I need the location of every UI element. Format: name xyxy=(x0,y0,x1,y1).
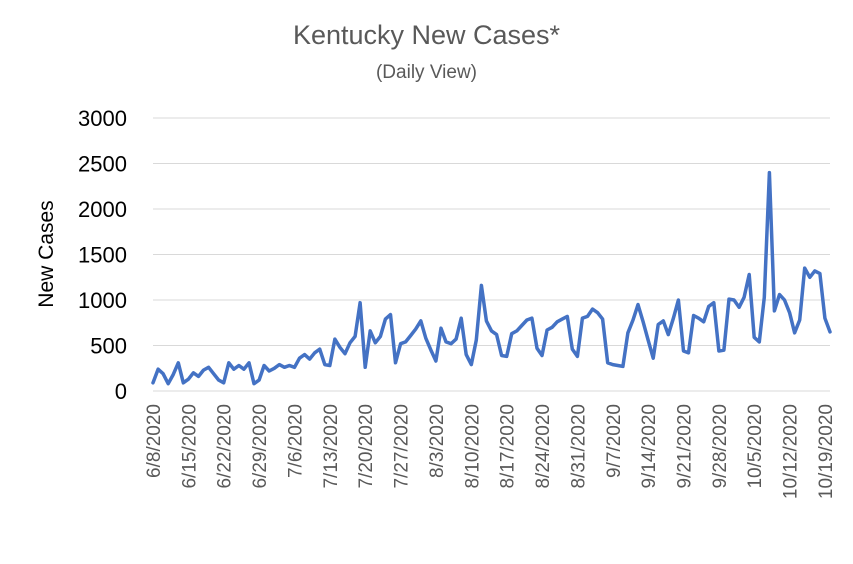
x-tick-label: 9/28/2020 xyxy=(710,404,731,489)
x-tick-label: 6/15/2020 xyxy=(179,404,200,489)
x-tick-label: 8/31/2020 xyxy=(568,404,589,489)
y-tick-label: 1000 xyxy=(78,288,127,313)
series-layer xyxy=(151,170,832,386)
y-tick-label: 1500 xyxy=(78,243,127,268)
x-tick-label: 8/17/2020 xyxy=(498,404,519,489)
x-axis-ticks: 6/8/2020 6/15/2020 6/22/2020 6/29/2020 7/6/2… xyxy=(144,404,837,499)
x-tick-label: 6/29/2020 xyxy=(250,404,271,489)
y-axis-ticks: 0 500 1000 1500 2000 2500 3000 xyxy=(78,106,127,404)
y-axis-title: New Cases xyxy=(35,200,58,307)
chart-subtitle: (Daily View) xyxy=(375,62,477,83)
x-tick-label: 9/7/2020 xyxy=(604,404,625,478)
y-tick-label: 2500 xyxy=(78,152,127,177)
x-tick-label: 10/19/2020 xyxy=(816,404,837,499)
y-tick-label: 0 xyxy=(115,379,127,404)
chart-title: Kentucky New Cases* xyxy=(292,20,561,50)
series-line xyxy=(151,170,832,386)
y-tick-label: 500 xyxy=(90,334,127,359)
x-tick-label: 10/12/2020 xyxy=(781,404,802,499)
x-tick-label: 10/5/2020 xyxy=(745,404,766,489)
x-tick-label: 6/22/2020 xyxy=(215,404,236,489)
x-tick-label: 9/21/2020 xyxy=(675,404,696,489)
x-tick-label: 7/27/2020 xyxy=(392,404,413,489)
x-tick-label: 6/8/2020 xyxy=(144,404,165,478)
x-tick-label: 8/3/2020 xyxy=(427,404,448,478)
x-tick-label: 8/24/2020 xyxy=(533,404,554,489)
x-tick-label: 8/10/2020 xyxy=(462,404,483,489)
y-tick-label: 2000 xyxy=(78,197,127,222)
x-tick-label: 7/6/2020 xyxy=(286,404,307,478)
x-tick-label: 7/13/2020 xyxy=(321,404,342,489)
x-tick-label: 9/14/2020 xyxy=(639,404,660,489)
y-tick-label: 3000 xyxy=(78,106,127,131)
x-tick-label: 7/20/2020 xyxy=(356,404,377,489)
